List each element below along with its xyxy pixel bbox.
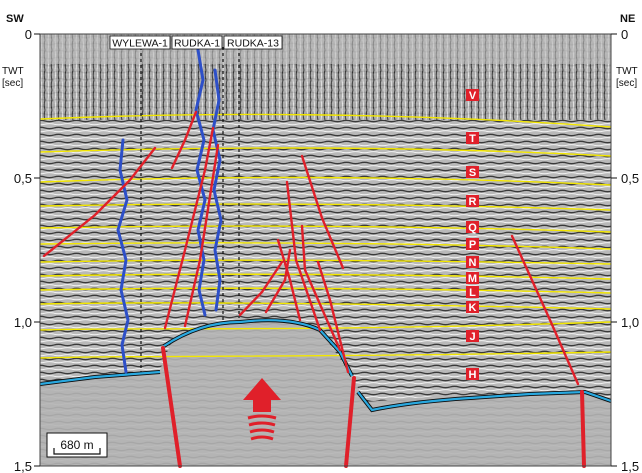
fault-line bbox=[580, 390, 586, 468]
tick-label: 1,0 bbox=[621, 315, 639, 330]
svg-text:J: J bbox=[469, 331, 475, 343]
horizon-line bbox=[40, 147, 611, 157]
left-axis: 0 0,5 1,0 1,5 TWT [sec] bbox=[2, 27, 32, 473]
fault-line bbox=[264, 248, 292, 314]
axis-unit: [sec] bbox=[616, 78, 637, 89]
svg-text:S: S bbox=[469, 167, 476, 179]
well-label: WYLEWA-1 bbox=[112, 38, 168, 50]
svg-text:K: K bbox=[469, 302, 477, 314]
horizon-label: Q bbox=[466, 221, 479, 234]
uplift-arrow bbox=[243, 378, 281, 441]
well-labels: WYLEWA-1 RUDKA-1 RUDKA-13 bbox=[109, 35, 283, 50]
svg-text:H: H bbox=[469, 369, 477, 381]
axis-unit: TWT bbox=[2, 66, 24, 77]
svg-text:Q: Q bbox=[468, 222, 477, 234]
axis-ticks bbox=[34, 33, 617, 467]
horizon-line bbox=[40, 302, 611, 310]
svg-text:N: N bbox=[469, 257, 477, 269]
horizon-line bbox=[40, 242, 611, 250]
svg-text:P: P bbox=[469, 239, 476, 251]
horizon-label: N bbox=[466, 256, 479, 269]
well-markers bbox=[140, 47, 240, 372]
horizon-label: S bbox=[466, 166, 479, 179]
horizon-line bbox=[40, 176, 611, 186]
right-axis: 0 0,5 1,0 1,5 TWT [sec] bbox=[616, 27, 639, 473]
horizon-label: V bbox=[466, 89, 479, 102]
svg-text:M: M bbox=[468, 273, 477, 285]
fault-line bbox=[344, 376, 356, 468]
fault-line bbox=[170, 110, 198, 170]
tick-label: 0 bbox=[621, 27, 628, 42]
horizon-label: J bbox=[466, 330, 479, 343]
svg-text:L: L bbox=[469, 287, 476, 299]
tick-label: 0 bbox=[25, 27, 32, 42]
fault-line bbox=[161, 346, 182, 468]
fault-line bbox=[183, 143, 220, 328]
horizon-line bbox=[40, 225, 611, 233]
fault-line bbox=[510, 234, 580, 386]
horizon-label: H bbox=[466, 368, 479, 381]
horizon-label: K bbox=[466, 301, 479, 314]
svg-text:V: V bbox=[469, 90, 477, 102]
panel-frame bbox=[39, 33, 612, 467]
fault-line bbox=[42, 146, 157, 258]
well-label: RUDKA-13 bbox=[227, 38, 279, 50]
tick-label: 1,0 bbox=[14, 315, 32, 330]
fault-line bbox=[163, 126, 215, 330]
fault-line bbox=[285, 180, 322, 332]
basement-faults bbox=[161, 346, 586, 468]
well-log bbox=[116, 138, 130, 374]
horizon-line bbox=[40, 113, 611, 128]
fault-line bbox=[300, 224, 342, 352]
fault-line bbox=[238, 260, 284, 317]
tick-label: 0,5 bbox=[621, 171, 639, 186]
fault-line bbox=[276, 238, 302, 322]
axis-unit: TWT bbox=[616, 66, 638, 77]
horizon-label: R bbox=[466, 195, 479, 208]
tick-label: 1,5 bbox=[621, 459, 639, 473]
fault-line bbox=[300, 154, 345, 270]
scale-label: 680 m bbox=[60, 438, 93, 452]
well-label: RUDKA-1 bbox=[174, 38, 220, 50]
horizon-label: L bbox=[466, 286, 479, 299]
horizon-label: T bbox=[466, 132, 479, 145]
tick-label: 1,5 bbox=[14, 459, 32, 473]
direction-label-sw: SW bbox=[6, 13, 24, 25]
tick-label: 0,5 bbox=[14, 171, 32, 186]
horizon-label: P bbox=[466, 238, 479, 251]
scale-bar: 680 m bbox=[46, 432, 108, 458]
axis-unit: [sec] bbox=[2, 78, 23, 89]
horizon-line bbox=[40, 203, 611, 211]
horizon-line bbox=[40, 321, 611, 331]
svg-text:T: T bbox=[469, 133, 476, 145]
horizon-line bbox=[40, 351, 611, 359]
fault-line bbox=[316, 260, 350, 374]
horizon-label: M bbox=[466, 272, 479, 285]
fault-lines bbox=[42, 110, 580, 386]
basement-top bbox=[40, 318, 611, 413]
seismic-panel bbox=[40, 34, 611, 466]
direction-label-ne: NE bbox=[620, 13, 635, 25]
well-log bbox=[211, 68, 223, 312]
svg-text:R: R bbox=[469, 196, 477, 208]
horizon-labels: V T S R Q P N M L K J H bbox=[466, 89, 479, 381]
